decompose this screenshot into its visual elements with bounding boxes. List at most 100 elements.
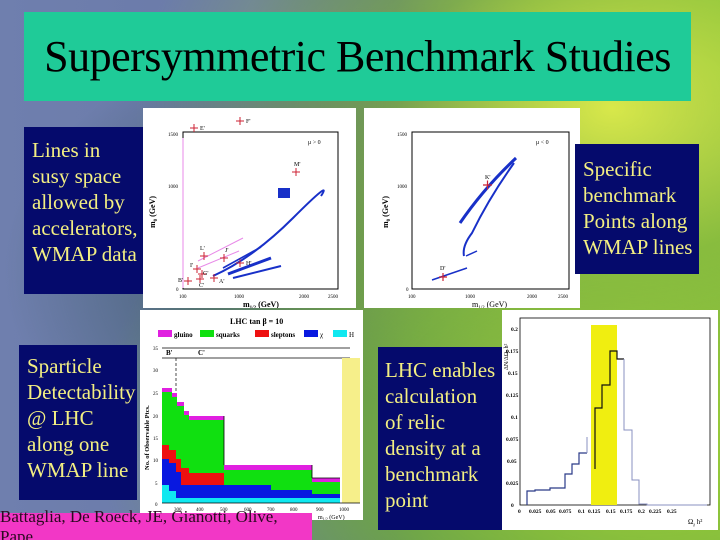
svg-text:35: 35: [153, 347, 159, 352]
note-line: LHC enables: [385, 358, 496, 382]
svg-text:0: 0: [511, 503, 514, 509]
slide-title: Supersymmetric Benchmark Studies: [44, 32, 671, 81]
svg-text:0: 0: [155, 503, 158, 508]
svg-text:I': I': [190, 263, 193, 269]
svg-text:G': G': [203, 271, 208, 277]
svg-text:30: 30: [153, 369, 159, 374]
note-line: of relic: [385, 410, 446, 434]
note-line: density at a: [385, 436, 481, 460]
svg-text:0.075: 0.075: [559, 509, 572, 515]
svg-text:20: 20: [153, 415, 159, 420]
svg-text:L': L': [200, 246, 205, 252]
lhc-stacked-chart: LHC tan β = 10 gluino squarks sleptons χ…: [144, 317, 360, 522]
note-lines-in-susy-space: Lines in susy space allowed by accelerat…: [24, 127, 143, 294]
svg-text:0.175: 0.175: [620, 509, 633, 515]
svg-text:0.25: 0.25: [667, 509, 677, 515]
note-line: benchmark: [385, 462, 479, 486]
mu-positive-chart: 1500 1000 0 100 1000 2000 2500 m1/2 (GeV…: [148, 117, 339, 311]
svg-text:2000: 2000: [299, 295, 310, 300]
svg-text:χ: χ: [320, 331, 324, 339]
svg-text:H': H': [246, 261, 251, 267]
svg-text:300: 300: [174, 508, 182, 513]
svg-text:10: 10: [153, 459, 159, 464]
note-line: Lines in: [32, 138, 101, 162]
svg-text:0.1: 0.1: [511, 415, 518, 421]
svg-text:J': J': [225, 248, 228, 254]
note-line: Specific: [583, 157, 652, 181]
note-line: Sparticle: [27, 354, 102, 378]
svg-text:A': A': [219, 279, 224, 285]
svg-text:2500: 2500: [558, 295, 569, 300]
svg-text:B': B': [166, 349, 173, 357]
svg-text:0: 0: [406, 288, 409, 293]
svg-text:B': B': [178, 278, 183, 284]
svg-text:400: 400: [196, 508, 204, 513]
svg-text:1000: 1000: [234, 295, 245, 300]
svg-text:E': E': [200, 126, 205, 132]
svg-text:2500: 2500: [328, 295, 339, 300]
note-line: along one: [27, 432, 110, 456]
svg-text:700: 700: [267, 508, 275, 513]
svg-text:0: 0: [176, 288, 179, 293]
svg-text:LHC tan β = 10: LHC tan β = 10: [230, 317, 283, 326]
svg-text:1500: 1500: [397, 133, 408, 138]
svg-text:0.125: 0.125: [588, 509, 601, 515]
note-line: WMAP data: [32, 242, 137, 266]
title-box: Supersymmetric Benchmark Studies: [24, 12, 691, 101]
note-line: benchmark: [583, 183, 677, 207]
note-line: allowed by: [32, 190, 125, 214]
note-line: point: [385, 488, 429, 512]
plot-mu-positive: 1500 1000 0 100 1000 2000 2500 m1/2 (GeV…: [143, 108, 356, 311]
svg-text:0: 0: [518, 509, 521, 515]
svg-text:H: H: [349, 331, 354, 339]
svg-text:0.2: 0.2: [511, 327, 518, 333]
svg-text:m0 (GeV): m0 (GeV): [148, 196, 159, 228]
svg-text:600: 600: [244, 508, 252, 513]
svg-text:ΔN/ΔΩχ h²: ΔN/ΔΩχ h²: [504, 344, 510, 370]
svg-text:F': F': [246, 119, 250, 125]
note-line: Points along: [583, 209, 688, 233]
svg-text:Ωχ h²: Ωχ h²: [688, 518, 702, 527]
author-credit: Battaglia, De Roeck, JE, Gianotti, Olive…: [0, 507, 312, 540]
svg-text:C': C': [199, 283, 204, 289]
note-line: Detectability: [27, 380, 136, 404]
mu-negative-chart: 1500 1000 0 100 1000 2000 2500 m1/2 (GeV…: [381, 131, 570, 311]
svg-text:15: 15: [153, 437, 159, 442]
plot-lhc-detectability: LHC tan β = 10 gluino squarks sleptons χ…: [140, 310, 363, 522]
svg-text:0.025: 0.025: [506, 481, 519, 487]
svg-text:0.1: 0.1: [578, 509, 585, 515]
svg-text:5: 5: [155, 482, 158, 487]
svg-text:25: 25: [153, 392, 159, 397]
svg-text:800: 800: [290, 508, 298, 513]
svg-text:gluino: gluino: [174, 331, 193, 339]
svg-text:0.15: 0.15: [606, 509, 616, 515]
svg-text:0.075: 0.075: [506, 437, 519, 443]
note-line: WMAP lines: [583, 235, 693, 259]
svg-text:1000: 1000: [168, 185, 179, 190]
svg-text:K': K': [485, 175, 490, 181]
svg-text:m1/2 (GeV): m1/2 (GeV): [472, 300, 507, 308]
svg-text:1500: 1500: [168, 133, 179, 138]
svg-text:D': D': [440, 266, 445, 272]
svg-text:100: 100: [179, 295, 187, 300]
svg-text:C': C': [198, 349, 205, 357]
svg-text:m1/2 (GeV): m1/2 (GeV): [318, 514, 345, 520]
svg-text:m1/2 (GeV): m1/2 (GeV): [243, 300, 279, 308]
svg-text:0.225: 0.225: [649, 509, 662, 515]
svg-text:μ < 0: μ < 0: [536, 140, 549, 146]
note-line: @ LHC: [27, 406, 94, 430]
note-line: susy space: [32, 164, 122, 188]
svg-text:2000: 2000: [527, 295, 538, 300]
svg-text:0.025: 0.025: [529, 509, 542, 515]
note-specific-benchmark-points: Specific benchmark Points along WMAP lin…: [575, 144, 699, 274]
svg-text:μ > 0: μ > 0: [308, 140, 321, 146]
svg-text:1000: 1000: [339, 508, 350, 513]
note-sparticle-detectability: Sparticle Detectability @ LHC along one …: [19, 345, 137, 500]
note-lhc-relic-density: LHC enables calculation of relic density…: [378, 347, 502, 530]
svg-text:1000: 1000: [397, 185, 408, 190]
svg-text:m0 (GeV): m0 (GeV): [381, 196, 392, 228]
svg-text:0.175: 0.175: [506, 349, 519, 355]
note-line: accelerators,: [32, 216, 138, 240]
